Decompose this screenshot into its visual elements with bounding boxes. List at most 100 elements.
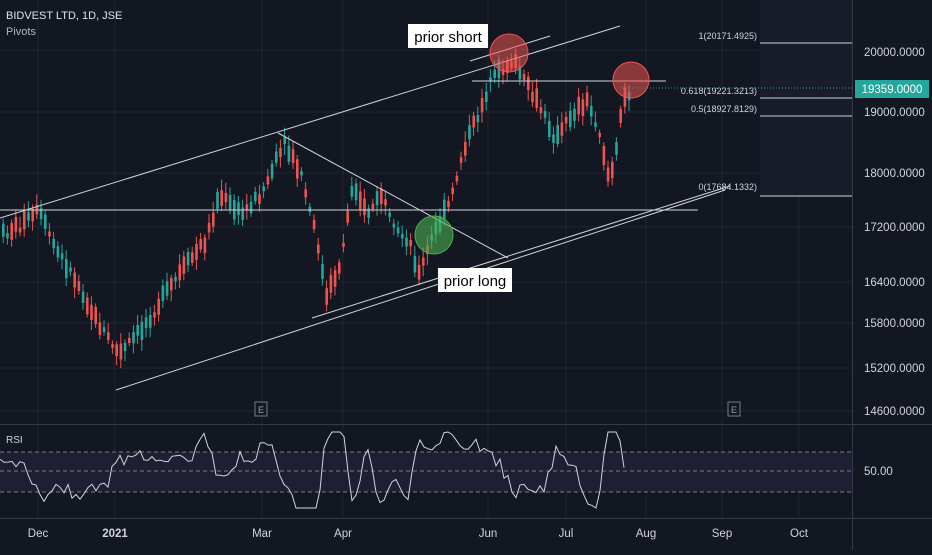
fib-label-0618: 0.618(19221.3213) <box>681 86 757 96</box>
candle <box>371 203 375 210</box>
time-label: Dec <box>28 528 49 540</box>
candle <box>249 201 253 214</box>
candle <box>409 240 412 247</box>
candle <box>346 210 349 223</box>
candle <box>493 69 496 78</box>
candle <box>52 238 55 249</box>
candle <box>577 96 580 115</box>
candle <box>279 148 282 157</box>
candle <box>581 99 585 116</box>
rsi-tick: 50.00 <box>864 466 893 478</box>
candle <box>350 185 354 197</box>
candle <box>472 115 475 128</box>
rsi-label: RSI <box>6 435 23 446</box>
candle <box>598 132 601 138</box>
candle <box>44 214 47 229</box>
sell-circle-current[interactable] <box>612 61 650 99</box>
candle <box>308 206 312 213</box>
candle <box>480 97 484 113</box>
candle <box>241 207 244 220</box>
candle <box>94 306 97 325</box>
earnings-marker-2[interactable]: E <box>727 401 741 417</box>
candle <box>178 264 181 281</box>
candle <box>203 237 207 254</box>
candle <box>128 337 131 344</box>
fib-lines[interactable] <box>760 42 852 197</box>
candle <box>157 298 160 315</box>
price-tick: 15200.0000 <box>864 363 925 375</box>
prior-short-text: prior short <box>414 29 482 46</box>
candle <box>56 246 60 258</box>
candle <box>489 77 492 82</box>
candle <box>73 272 76 288</box>
candle <box>153 312 156 318</box>
candle <box>48 231 51 237</box>
candle <box>90 304 93 321</box>
candle <box>388 212 391 217</box>
time-label: 2021 <box>102 528 128 540</box>
candle <box>81 291 85 303</box>
candle <box>485 91 488 102</box>
time-label: Jun <box>479 528 498 540</box>
candle <box>548 120 551 138</box>
candle <box>262 186 265 192</box>
candle <box>518 66 522 80</box>
time-label: Oct <box>790 528 809 540</box>
candle <box>275 151 278 163</box>
candle <box>86 297 89 315</box>
rsi-line <box>0 431 625 509</box>
candle <box>375 191 379 206</box>
price-tick: 16400.0000 <box>864 277 925 289</box>
candle <box>69 267 72 272</box>
candle <box>312 219 316 230</box>
candle <box>207 222 211 233</box>
prior-short-callout[interactable] <box>408 24 488 48</box>
candle <box>401 234 404 239</box>
candle <box>527 76 530 91</box>
candle <box>195 243 198 260</box>
candle <box>325 288 328 305</box>
price-tick: 15800.0000 <box>864 318 925 330</box>
candle <box>10 223 13 240</box>
candle <box>317 244 320 254</box>
candle <box>459 157 463 163</box>
buy-circle-prior[interactable] <box>414 215 454 255</box>
candle <box>140 321 144 341</box>
candle <box>539 107 543 114</box>
candle <box>60 253 64 260</box>
candle <box>619 108 622 123</box>
candle <box>304 189 307 198</box>
candle <box>342 242 345 247</box>
prior-long-callout[interactable] <box>438 268 512 292</box>
candle <box>338 262 341 274</box>
candle <box>552 134 555 143</box>
candle <box>354 183 358 201</box>
candle <box>606 167 610 182</box>
price-tick: 18000.0000 <box>864 168 925 180</box>
earnings-marker-1[interactable]: E <box>254 401 268 417</box>
price-tick: 19000.0000 <box>864 107 925 119</box>
indicator-label[interactable]: Pivots <box>6 26 36 38</box>
candle <box>237 202 240 216</box>
candle <box>102 327 106 333</box>
candle <box>182 256 186 274</box>
candle <box>27 212 30 221</box>
candle <box>396 227 400 234</box>
candle <box>359 191 362 211</box>
prior-long-text: prior long <box>444 273 507 290</box>
candle <box>573 108 576 121</box>
svg-text:E: E <box>731 405 737 415</box>
symbol-title[interactable]: BIDVEST LTD, 1D, JSE <box>6 10 123 22</box>
candle <box>228 194 232 211</box>
candle <box>556 125 559 144</box>
candle <box>296 159 299 179</box>
candle <box>254 191 257 202</box>
trend-lines[interactable] <box>0 25 731 391</box>
candle <box>2 223 5 237</box>
candle <box>149 315 152 328</box>
candle <box>501 68 505 75</box>
candle <box>384 199 387 206</box>
sell-circle-prior[interactable] <box>489 33 529 73</box>
